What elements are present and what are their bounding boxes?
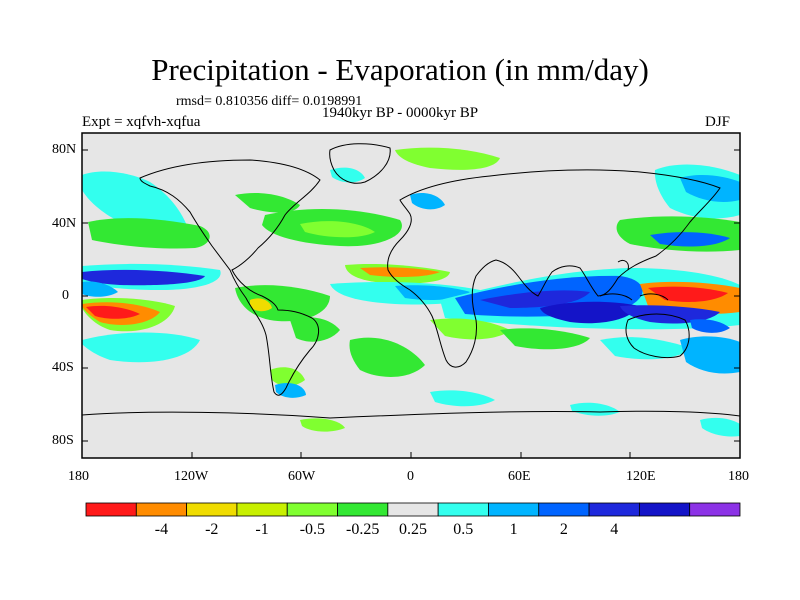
s-ocean-cyan — [430, 390, 495, 407]
nwp-blue — [680, 175, 740, 203]
colorbar-label: -0.5 — [299, 521, 326, 538]
lat-label-40n: 40N — [52, 216, 77, 231]
lon-label-60e: 60E — [508, 469, 531, 484]
amazon-yellow — [250, 298, 272, 312]
greenland-coast — [329, 143, 391, 184]
colorbar-box — [85, 502, 137, 517]
colorbar-box — [186, 502, 238, 517]
sahel-orange — [360, 267, 440, 277]
lon-label-120w: 120W — [174, 469, 209, 484]
natl-lime — [300, 221, 375, 238]
colorbar-box — [135, 502, 188, 517]
experiment-label: Expt = xqfvh-xqfua — [82, 114, 201, 130]
atl-eq-blue — [395, 285, 470, 300]
islands-coast — [599, 259, 669, 301]
lon-label-0: 0 — [407, 469, 414, 484]
lat-label-80n: 80N — [52, 142, 77, 157]
coastlines — [82, 143, 740, 419]
americas-coast — [139, 159, 321, 396]
axis-ticks — [81, 149, 741, 458]
colorbar-box — [588, 502, 640, 517]
lon-label-180e: 180 — [728, 469, 749, 484]
antarctica-coast — [82, 410, 740, 419]
colorbar-label: 2 — [559, 521, 568, 538]
satl-green-band — [349, 337, 425, 377]
colorbar-label: 0.5 — [453, 521, 474, 538]
season-label: DJF — [705, 114, 731, 130]
colorbar-box — [538, 502, 590, 517]
colorbar-label: 4 — [610, 521, 619, 538]
map-field — [82, 133, 740, 458]
colorbar-box — [689, 502, 741, 517]
maritime-dark-blue — [540, 301, 640, 324]
eq-atl-green — [235, 285, 330, 322]
plot-title: Precipitation - Evaporation (in mm/day) — [151, 52, 649, 87]
pac-itcz-blue — [82, 269, 205, 286]
sp-cyan-band — [82, 332, 200, 363]
greenland-cyan — [330, 167, 365, 183]
s-ocean-cyan-2 — [570, 402, 620, 416]
wpac-south-blue — [620, 305, 720, 324]
colorbar-label: -2 — [205, 521, 219, 538]
stats-text: rmsd= 0.810356 diff= 0.0198991 — [176, 94, 363, 109]
lat-label-80s: 80S — [52, 433, 74, 448]
colorbar-box — [337, 502, 389, 517]
lon-label-60w: 60W — [288, 469, 316, 484]
colorbar-box — [488, 502, 540, 517]
australia-coast — [625, 313, 690, 359]
colorbar-box — [437, 502, 489, 517]
antarctic-lime — [300, 418, 345, 432]
period-label: 1940kyr BP - 0000kyr BP — [322, 105, 479, 121]
colorbar-label: -0.25 — [346, 521, 380, 538]
sindian-green — [500, 328, 590, 350]
colorbar-box — [286, 502, 338, 517]
pac-blue-edge — [82, 281, 118, 297]
tasman-blue — [680, 336, 740, 374]
colorbar-label: 1 — [509, 521, 518, 538]
lat-label-40s: 40S — [52, 360, 74, 375]
colorbar-label: -4 — [154, 521, 169, 538]
indian-ocean-core — [480, 290, 590, 308]
na-green-patch — [235, 193, 300, 213]
colorbar-label: -1 — [255, 521, 269, 538]
colorbar-label: 0.25 — [399, 521, 427, 538]
afro-eurasia-coast — [387, 169, 721, 368]
lon-label-120e: 120E — [626, 469, 656, 484]
sindian-lime — [430, 318, 510, 340]
patagonia-blue — [275, 383, 306, 398]
colorbar-box — [236, 502, 288, 517]
colorbar-box — [638, 502, 691, 517]
spcz-red — [86, 305, 140, 319]
colorbar — [85, 502, 741, 517]
wpac-red — [648, 286, 728, 302]
s-australia-cyan — [600, 337, 690, 360]
lon-label-180w: 180 — [68, 469, 89, 484]
np-green-band — [88, 218, 210, 249]
arctic-lime — [395, 147, 500, 170]
sw-pac-blue — [690, 319, 730, 333]
lat-label-eq: 0 — [62, 288, 69, 303]
nwp-blue-core — [650, 232, 730, 247]
patagonia-lime — [270, 367, 305, 386]
ross-cyan — [700, 417, 740, 437]
satl-green — [290, 317, 340, 342]
colorbar-box — [387, 502, 439, 517]
nordic-blue — [410, 193, 445, 210]
